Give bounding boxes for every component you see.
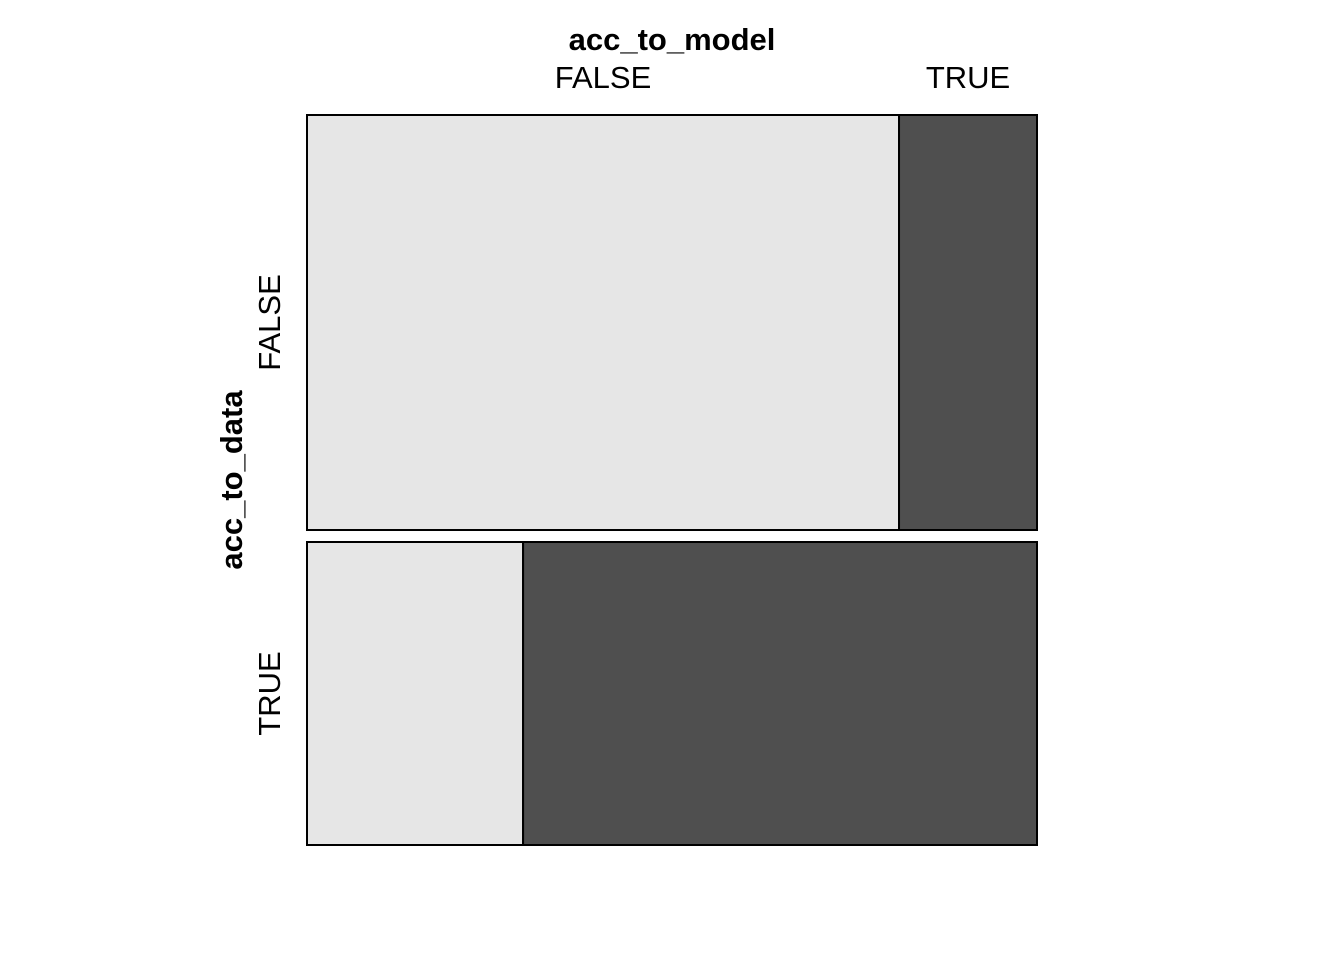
x-tick-label-true: TRUE [926,60,1010,95]
tile-true-false [306,541,525,847]
y-axis-title: acc_to_data [214,390,249,570]
tile-false-false [306,114,901,532]
mosaic-tiles [306,114,1039,847]
tile-true-true [522,541,1038,847]
y-tick-label-true: TRUE [252,651,287,735]
tile-false-true [898,114,1039,532]
x-tick-labels: FALSE TRUE [555,60,1010,95]
y-tick-label-false: FALSE [252,274,287,371]
y-tick-labels: FALSE TRUE [252,274,287,735]
x-axis-title: acc_to_model [569,22,776,57]
x-tick-label-false: FALSE [555,60,652,95]
